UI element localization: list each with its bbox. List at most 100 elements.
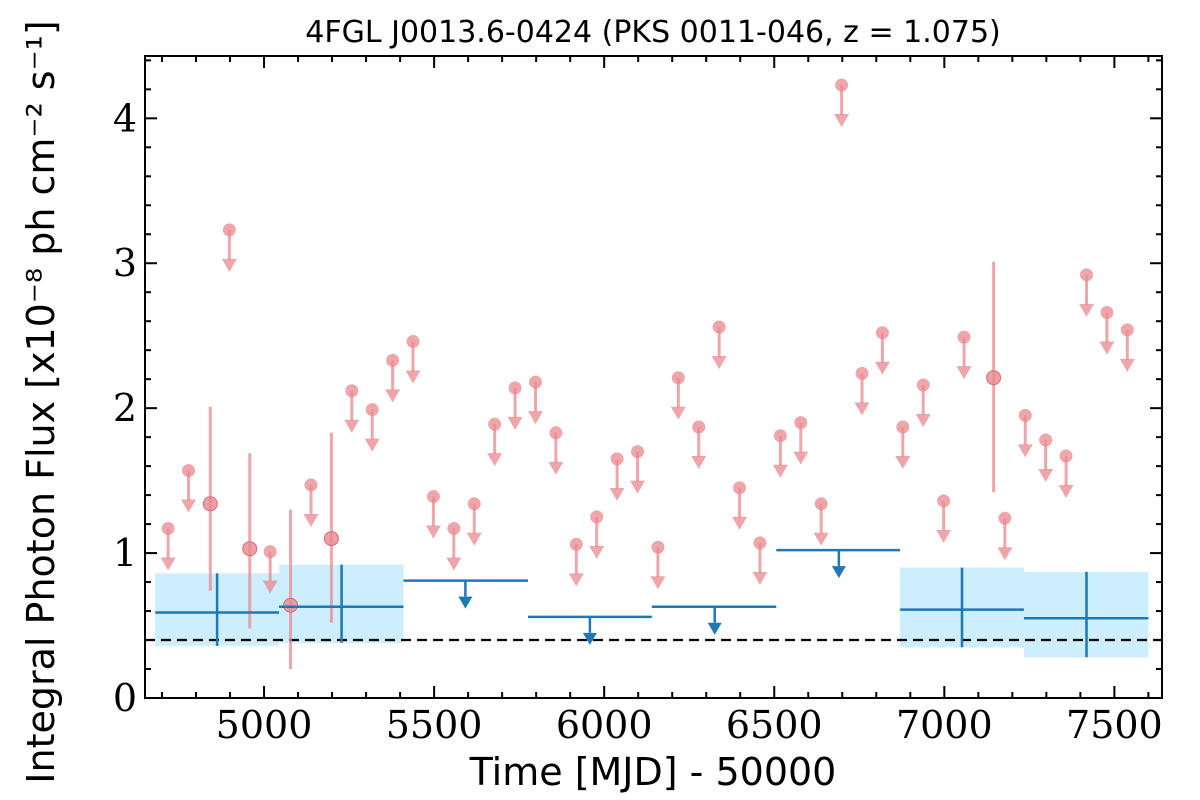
fine-upper-limit-arrow-37 <box>1017 444 1033 458</box>
fine-upper-limit-arrow-20 <box>650 576 666 590</box>
coarse-upper-limit-arrow-0 <box>458 596 473 609</box>
fine-upper-limit-arrow-11 <box>466 532 482 546</box>
fine-upper-limit-arrow-34 <box>936 529 952 543</box>
fine-upper-limit-point-25 <box>753 536 767 550</box>
fine-upper-limit-point-27 <box>794 416 808 430</box>
fine-upper-limit-arrow-29 <box>834 113 850 127</box>
fine-upper-limit-point-36 <box>998 511 1012 525</box>
fine-upper-limit-arrow-2 <box>221 258 237 272</box>
fine-upper-limit-point-30 <box>855 366 869 380</box>
fine-upper-limit-point-11 <box>467 497 481 511</box>
fine-upper-limit-arrow-0 <box>160 557 176 571</box>
fine-upper-limit-point-14 <box>528 375 542 389</box>
fine-upper-limit-arrow-27 <box>793 451 809 465</box>
fine-upper-limit-arrow-7 <box>385 389 401 403</box>
fine-detection-point-3 <box>323 531 339 547</box>
fine-upper-limit-arrow-25 <box>752 571 768 585</box>
fine-upper-limit-point-22 <box>692 420 706 434</box>
fine-upper-limit-arrow-14 <box>527 411 543 425</box>
fine-upper-limit-point-15 <box>549 426 563 440</box>
fine-upper-limit-point-41 <box>1100 306 1114 320</box>
fine-upper-limit-arrow-15 <box>548 461 564 475</box>
fine-upper-limit-arrow-21 <box>670 406 686 420</box>
fine-upper-limit-arrow-16 <box>568 573 584 587</box>
fine-upper-limit-point-19 <box>631 445 645 459</box>
fine-upper-limit-arrow-6 <box>364 438 380 452</box>
fine-upper-limit-arrow-36 <box>997 547 1013 561</box>
y-tick-label-0: 0 <box>113 676 137 720</box>
fine-upper-limit-arrow-1 <box>181 499 197 513</box>
fine-upper-limit-arrow-32 <box>895 455 911 469</box>
fine-upper-limit-arrow-38 <box>1038 469 1054 483</box>
fine-upper-limit-arrow-13 <box>507 416 523 430</box>
fine-upper-limit-point-8 <box>406 334 420 348</box>
fine-upper-limit-point-5 <box>345 384 359 398</box>
fine-upper-limit-point-18 <box>610 452 624 466</box>
fine-upper-limit-arrow-42 <box>1119 358 1135 372</box>
fine-upper-limit-point-13 <box>508 381 522 395</box>
fine-upper-limit-point-23 <box>712 320 726 334</box>
fine-upper-limit-arrow-39 <box>1058 484 1074 498</box>
fine-upper-limit-point-37 <box>1018 408 1032 422</box>
coarse-upper-limit-arrow-3 <box>831 566 846 579</box>
y-axis-label: Integral Photon Flux [x10⁻⁸ ph cm⁻² s⁻¹] <box>19 20 63 783</box>
fine-upper-limit-arrow-23 <box>711 356 727 370</box>
fine-upper-limit-point-32 <box>896 420 910 434</box>
axes-frame <box>144 55 1163 699</box>
fine-upper-limit-arrow-41 <box>1099 341 1115 355</box>
y-tick-label-2: 2 <box>113 386 137 430</box>
fine-upper-limit-arrow-4 <box>303 513 319 527</box>
fine-upper-limit-arrow-28 <box>813 532 829 546</box>
x-tick-label-2: 6000 <box>556 703 653 747</box>
fine-upper-limit-arrow-8 <box>405 370 421 384</box>
y-tick-label-4: 4 <box>113 96 137 140</box>
fine-upper-limit-point-10 <box>447 521 461 535</box>
fine-upper-limit-point-31 <box>875 326 889 340</box>
fine-upper-limit-point-39 <box>1059 449 1073 463</box>
fine-upper-limit-point-33 <box>916 378 930 392</box>
plot-area <box>145 78 1162 670</box>
fine-detection-point-2 <box>283 597 299 613</box>
fine-upper-limit-arrow-24 <box>732 516 748 530</box>
fine-upper-limit-point-6 <box>365 403 379 417</box>
fine-upper-limit-arrow-30 <box>854 402 870 416</box>
coarse-upper-limit-arrow-2 <box>707 622 722 635</box>
fine-upper-limit-point-21 <box>671 371 685 385</box>
fine-detection-point-4 <box>986 370 1002 386</box>
x-tick-label-5: 7500 <box>1066 703 1163 747</box>
fine-upper-limit-arrow-18 <box>609 487 625 501</box>
fine-upper-limit-arrow-40 <box>1078 303 1094 317</box>
fine-upper-limit-arrow-35 <box>956 366 972 380</box>
fine-upper-limit-arrow-5 <box>344 419 360 433</box>
fine-upper-limit-point-3 <box>263 545 277 559</box>
fine-upper-limit-arrow-3 <box>262 580 278 594</box>
fine-detection-point-1 <box>242 541 258 557</box>
fine-upper-limit-point-7 <box>386 353 400 367</box>
fine-upper-limit-arrow-10 <box>446 557 462 571</box>
fine-upper-limit-point-17 <box>590 510 604 524</box>
fine-upper-limit-point-4 <box>304 478 318 492</box>
fine-upper-limit-point-38 <box>1039 433 1053 447</box>
fine-detection-point-0 <box>202 496 218 512</box>
fine-upper-limit-arrow-12 <box>487 453 503 467</box>
x-tick-label-3: 6500 <box>726 703 823 747</box>
fine-upper-limit-arrow-17 <box>589 545 605 559</box>
fine-upper-limit-arrow-31 <box>874 361 890 375</box>
fine-upper-limit-point-9 <box>426 490 440 504</box>
fine-upper-limit-point-40 <box>1079 268 1093 282</box>
fine-upper-limit-arrow-19 <box>630 480 646 494</box>
fine-upper-limit-point-28 <box>814 497 828 511</box>
x-axis-label: Time [MJD] - 50000 <box>469 750 837 794</box>
fine-upper-limit-point-1 <box>182 463 196 477</box>
fine-upper-limit-point-12 <box>488 417 502 431</box>
x-tick-label-4: 7000 <box>896 703 993 747</box>
fine-upper-limit-point-42 <box>1120 323 1134 337</box>
fine-upper-limit-point-34 <box>937 494 951 508</box>
coarse-upper-limit-arrow-1 <box>582 632 597 645</box>
fine-upper-limit-point-26 <box>773 429 787 443</box>
x-tick-label-0: 5000 <box>216 703 313 747</box>
x-tick-label-1: 5500 <box>386 703 483 747</box>
fine-upper-limit-point-2 <box>222 223 236 237</box>
fine-upper-limit-arrow-26 <box>772 464 788 478</box>
